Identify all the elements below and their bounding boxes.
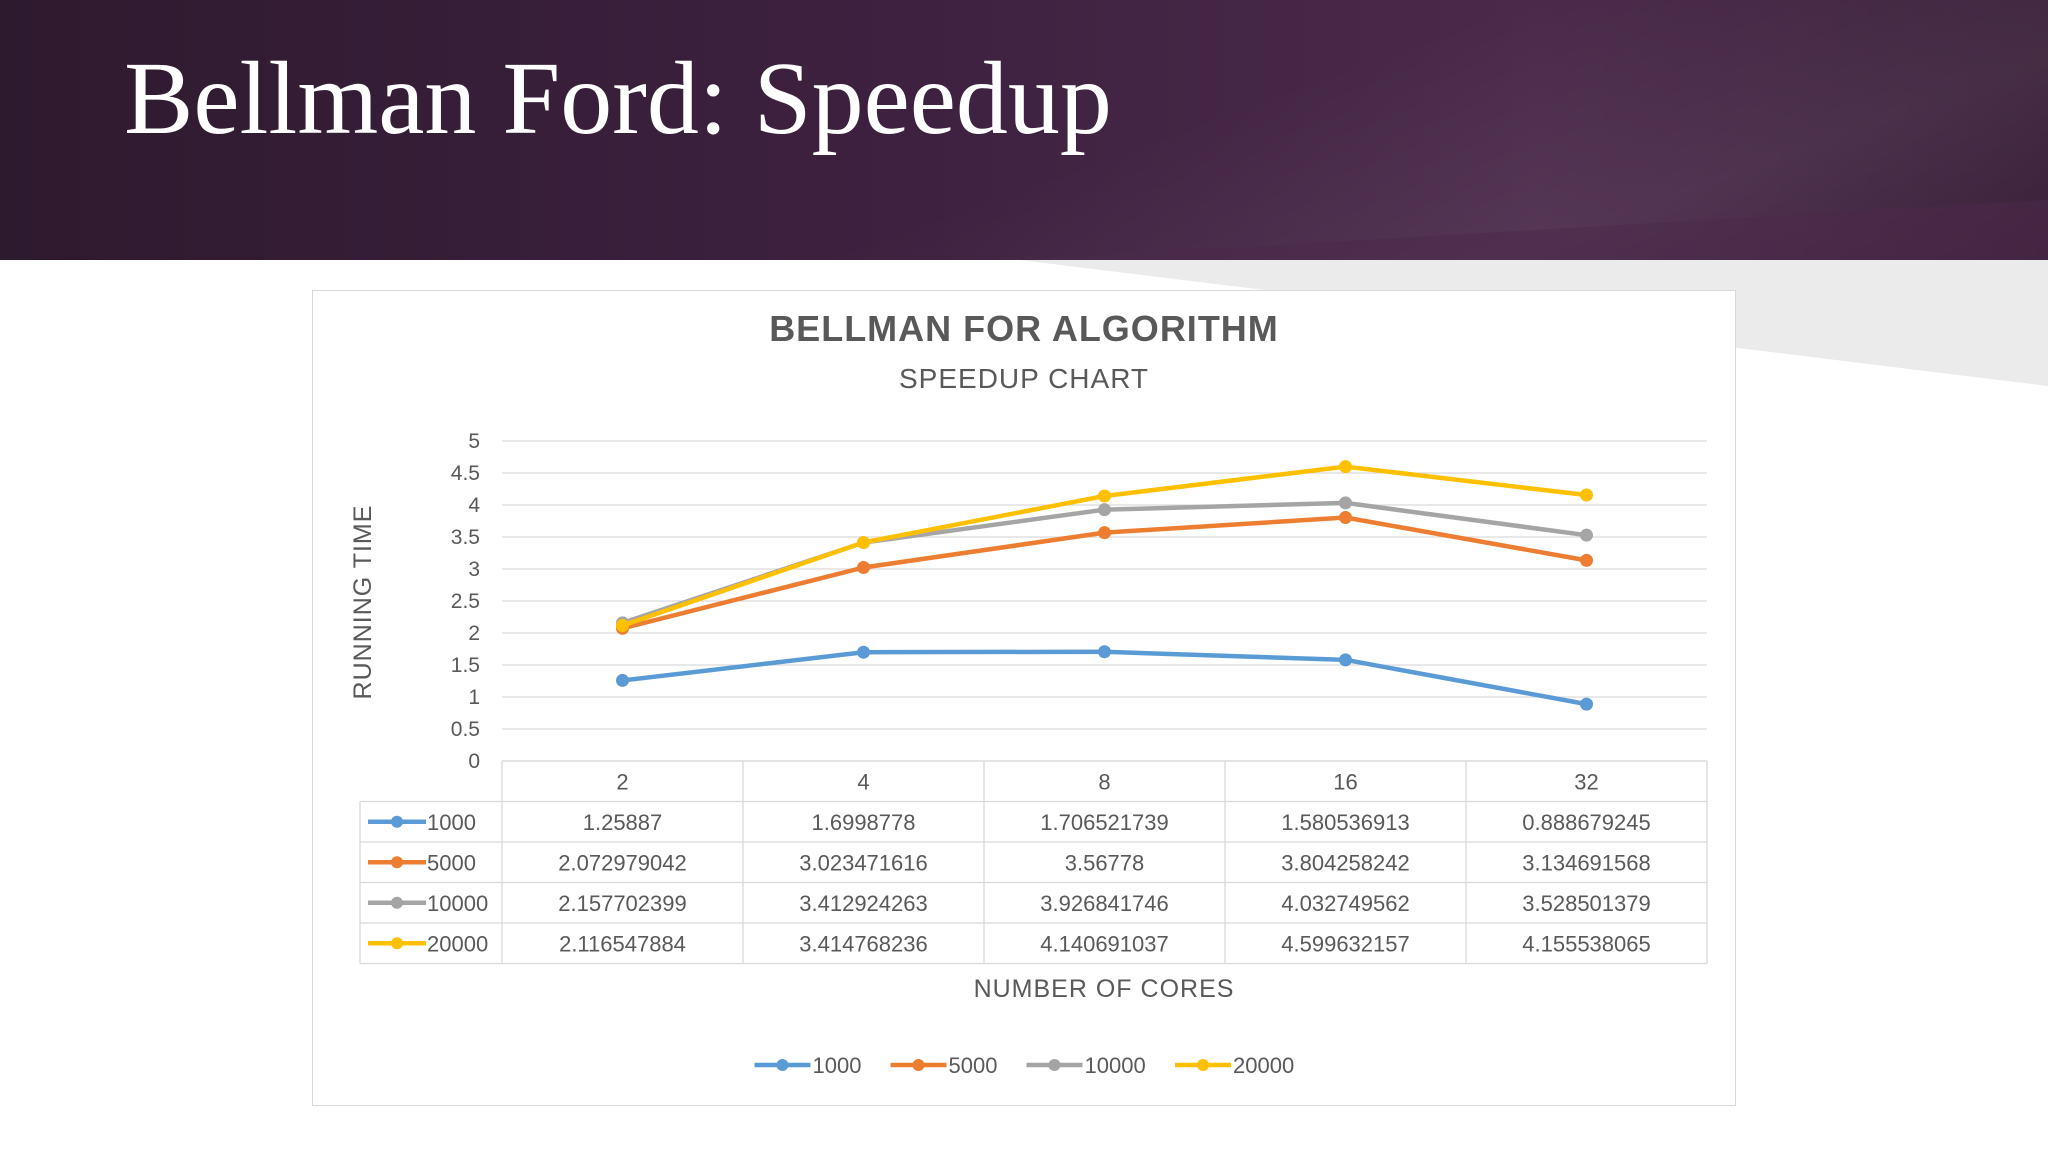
chart-subtitle: SPEEDUP CHART [899, 363, 1149, 394]
data-point-10000 [1098, 503, 1111, 517]
data-point-20000 [1580, 488, 1593, 502]
legend-label-20000: 20000 [1233, 1053, 1294, 1078]
data-point-5000 [1098, 526, 1111, 540]
table-cell: 4.599632157 [1281, 931, 1409, 956]
table-cell: 0.888679245 [1522, 810, 1650, 835]
x-tick-label: 16 [1333, 769, 1357, 794]
data-point-20000 [857, 535, 870, 549]
table-legend-marker [391, 896, 403, 909]
y-tick-label: 4 [468, 494, 480, 517]
legend-marker-1000 [776, 1059, 789, 1071]
y-tick-label: 1 [468, 686, 480, 709]
table-cell: 3.134691568 [1522, 850, 1650, 875]
x-tick-label: 8 [1098, 769, 1110, 794]
data-point-20000 [616, 619, 629, 633]
table-series-name: 20000 [427, 931, 488, 956]
y-tick-label: 4.5 [451, 462, 480, 485]
data-point-1000 [1580, 697, 1593, 711]
data-point-1000 [616, 673, 629, 687]
table-cell: 3.56778 [1065, 850, 1145, 875]
table-series-name: 10000 [427, 891, 488, 916]
table-cell: 4.140691037 [1040, 931, 1168, 956]
decorative-header-edge [1020, 200, 2048, 260]
y-tick-label: 1.5 [451, 654, 480, 677]
data-point-1000 [857, 645, 870, 659]
data-point-5000 [1339, 511, 1352, 525]
y-tick-label: 3.5 [451, 526, 480, 549]
table-cell: 3.926841746 [1040, 891, 1168, 916]
x-axis-title: NUMBER OF CORES [974, 975, 1235, 1003]
data-point-10000 [1580, 528, 1593, 542]
table-cell: 4.032749562 [1281, 891, 1409, 916]
table-legend-marker [391, 856, 403, 869]
data-point-1000 [1339, 653, 1352, 667]
line-chart: BELLMAN FOR ALGORITHM SPEEDUP CHART RUNN… [349, 308, 1708, 1078]
chart-title: BELLMAN FOR ALGORITHM [769, 308, 1279, 349]
legend-marker-5000 [912, 1059, 925, 1071]
legend-marker-20000 [1197, 1059, 1209, 1071]
series-line-10000 [621, 500, 1587, 626]
y-axis-title: RUNNING TIME [349, 505, 377, 700]
legend-marker-10000 [1048, 1059, 1061, 1071]
table-cell: 1.25887 [583, 810, 663, 835]
data-point-20000 [1098, 489, 1111, 503]
table-cell: 3.804258242 [1281, 850, 1409, 875]
y-axis-ticks: 0 0.5 1 1.5 2 2.5 3 3.5 4 4.5 5 [451, 430, 481, 773]
data-point-1000 [1098, 645, 1111, 659]
legend: 1000 5000 10000 20000 [754, 1053, 1294, 1078]
table-cell: 1.706521739 [1040, 810, 1168, 835]
data-point-20000 [1339, 460, 1352, 474]
data-table: 2 4 8 16 32 1000 1.25887 1.6998778 1.706521739 1.… [359, 760, 1708, 965]
table-legend-marker [391, 937, 403, 950]
series-lines [616, 460, 1593, 711]
x-tick-label: 2 [616, 769, 628, 794]
legend-label-1000: 1000 [813, 1053, 862, 1078]
table-cell: 3.414768236 [799, 931, 927, 956]
table-cell: 1.580536913 [1281, 810, 1409, 835]
table-legend-marker [391, 815, 403, 828]
table-cell: 2.116547884 [559, 931, 686, 956]
table-series-name: 1000 [427, 810, 476, 835]
slide-title: Bellman Ford: Speedup [124, 41, 1112, 156]
table-cell: 3.412924263 [799, 891, 927, 916]
y-tick-label: 0 [468, 750, 480, 773]
x-tick-label: 4 [857, 769, 869, 794]
header-sheen [0, 0, 2048, 260]
table-series-name: 5000 [427, 850, 476, 875]
table-cell: 2.157702399 [558, 891, 686, 916]
x-tick-label: 32 [1574, 769, 1598, 794]
chart-container: BELLMAN FOR ALGORITHM SPEEDUP CHART RUNN… [312, 290, 1736, 1106]
series-line-1000 [622, 649, 1587, 707]
table-cell: 1.6998778 [812, 810, 916, 835]
slide-header: Bellman Ford: Speedup [0, 0, 2048, 260]
y-tick-label: 0.5 [451, 718, 480, 741]
y-tick-label: 2.5 [451, 590, 480, 613]
legend-label-10000: 10000 [1085, 1053, 1146, 1078]
y-tick-label: 3 [468, 558, 480, 581]
table-cell: 3.023471616 [799, 850, 927, 875]
data-point-5000 [1580, 553, 1593, 567]
y-tick-label: 2 [468, 622, 480, 645]
table-cell: 4.155538065 [1522, 931, 1650, 956]
table-cell: 3.528501379 [1522, 891, 1650, 916]
data-point-10000 [1339, 496, 1352, 510]
y-tick-label: 5 [468, 430, 480, 453]
table-cell: 2.072979042 [558, 850, 686, 875]
legend-label-5000: 5000 [949, 1053, 998, 1078]
data-point-5000 [857, 560, 870, 574]
